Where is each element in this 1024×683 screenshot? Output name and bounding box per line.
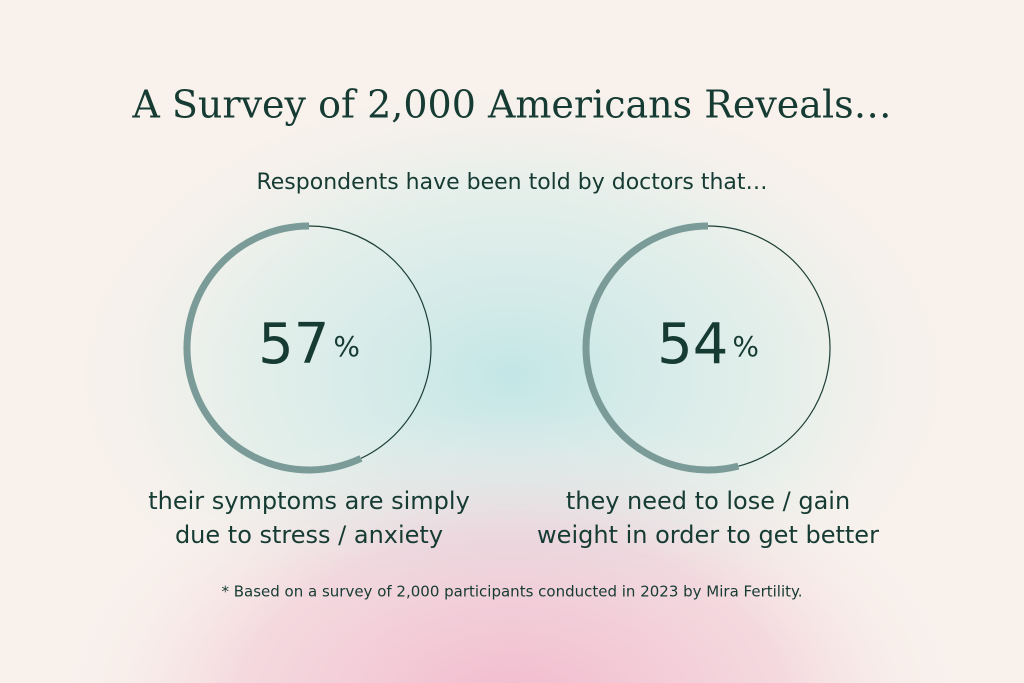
percent-unit: % [732,330,759,363]
caption: their symptoms are simply [148,487,470,515]
subtitle: Respondents have been told by doctors th… [256,170,767,195]
caption: they need to lose / gain [566,487,850,515]
footnote: * Based on a survey of 2,000 participant… [221,583,802,601]
percent-value: 57 [258,312,329,377]
ring-remainder [707,225,831,467]
ring-progress [582,222,740,474]
caption: weight in order to get better [537,521,879,549]
title: A Survey of 2,000 Americans Reveals… [131,83,891,127]
percent-value: 54 [657,312,728,377]
ring-remainder [308,225,432,459]
percent: 54% [657,312,759,377]
ring-progress [183,222,363,474]
percent: 57% [258,312,360,377]
percent-unit: % [333,330,360,363]
caption: due to stress / anxiety [175,521,443,549]
